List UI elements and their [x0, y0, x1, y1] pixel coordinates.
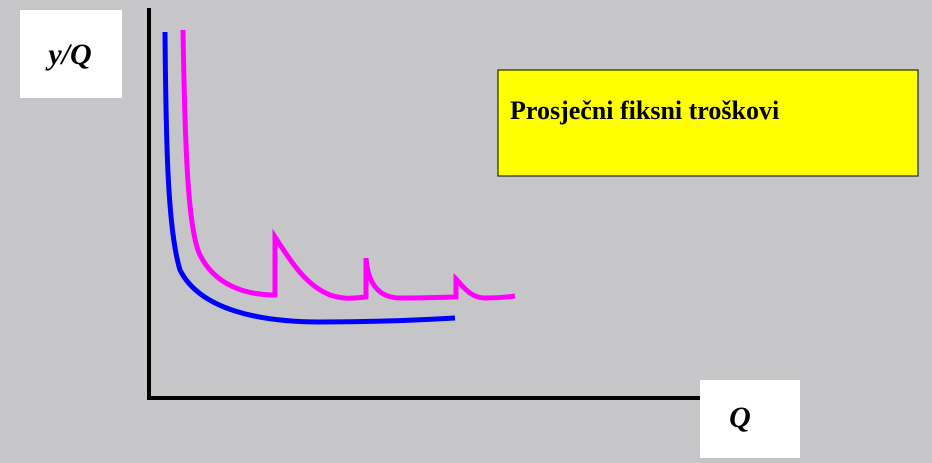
- magenta-curve: [180, 29, 516, 301]
- y-label-box: [20, 10, 122, 98]
- x-axis-label: Q: [729, 401, 751, 434]
- y-axis-label: y/Q: [45, 38, 91, 71]
- x-label-box: [700, 380, 800, 458]
- blue-curve: [162, 31, 456, 325]
- caption-box: [497, 69, 919, 177]
- caption: Prosječni fiksni troškovi: [510, 96, 779, 125]
